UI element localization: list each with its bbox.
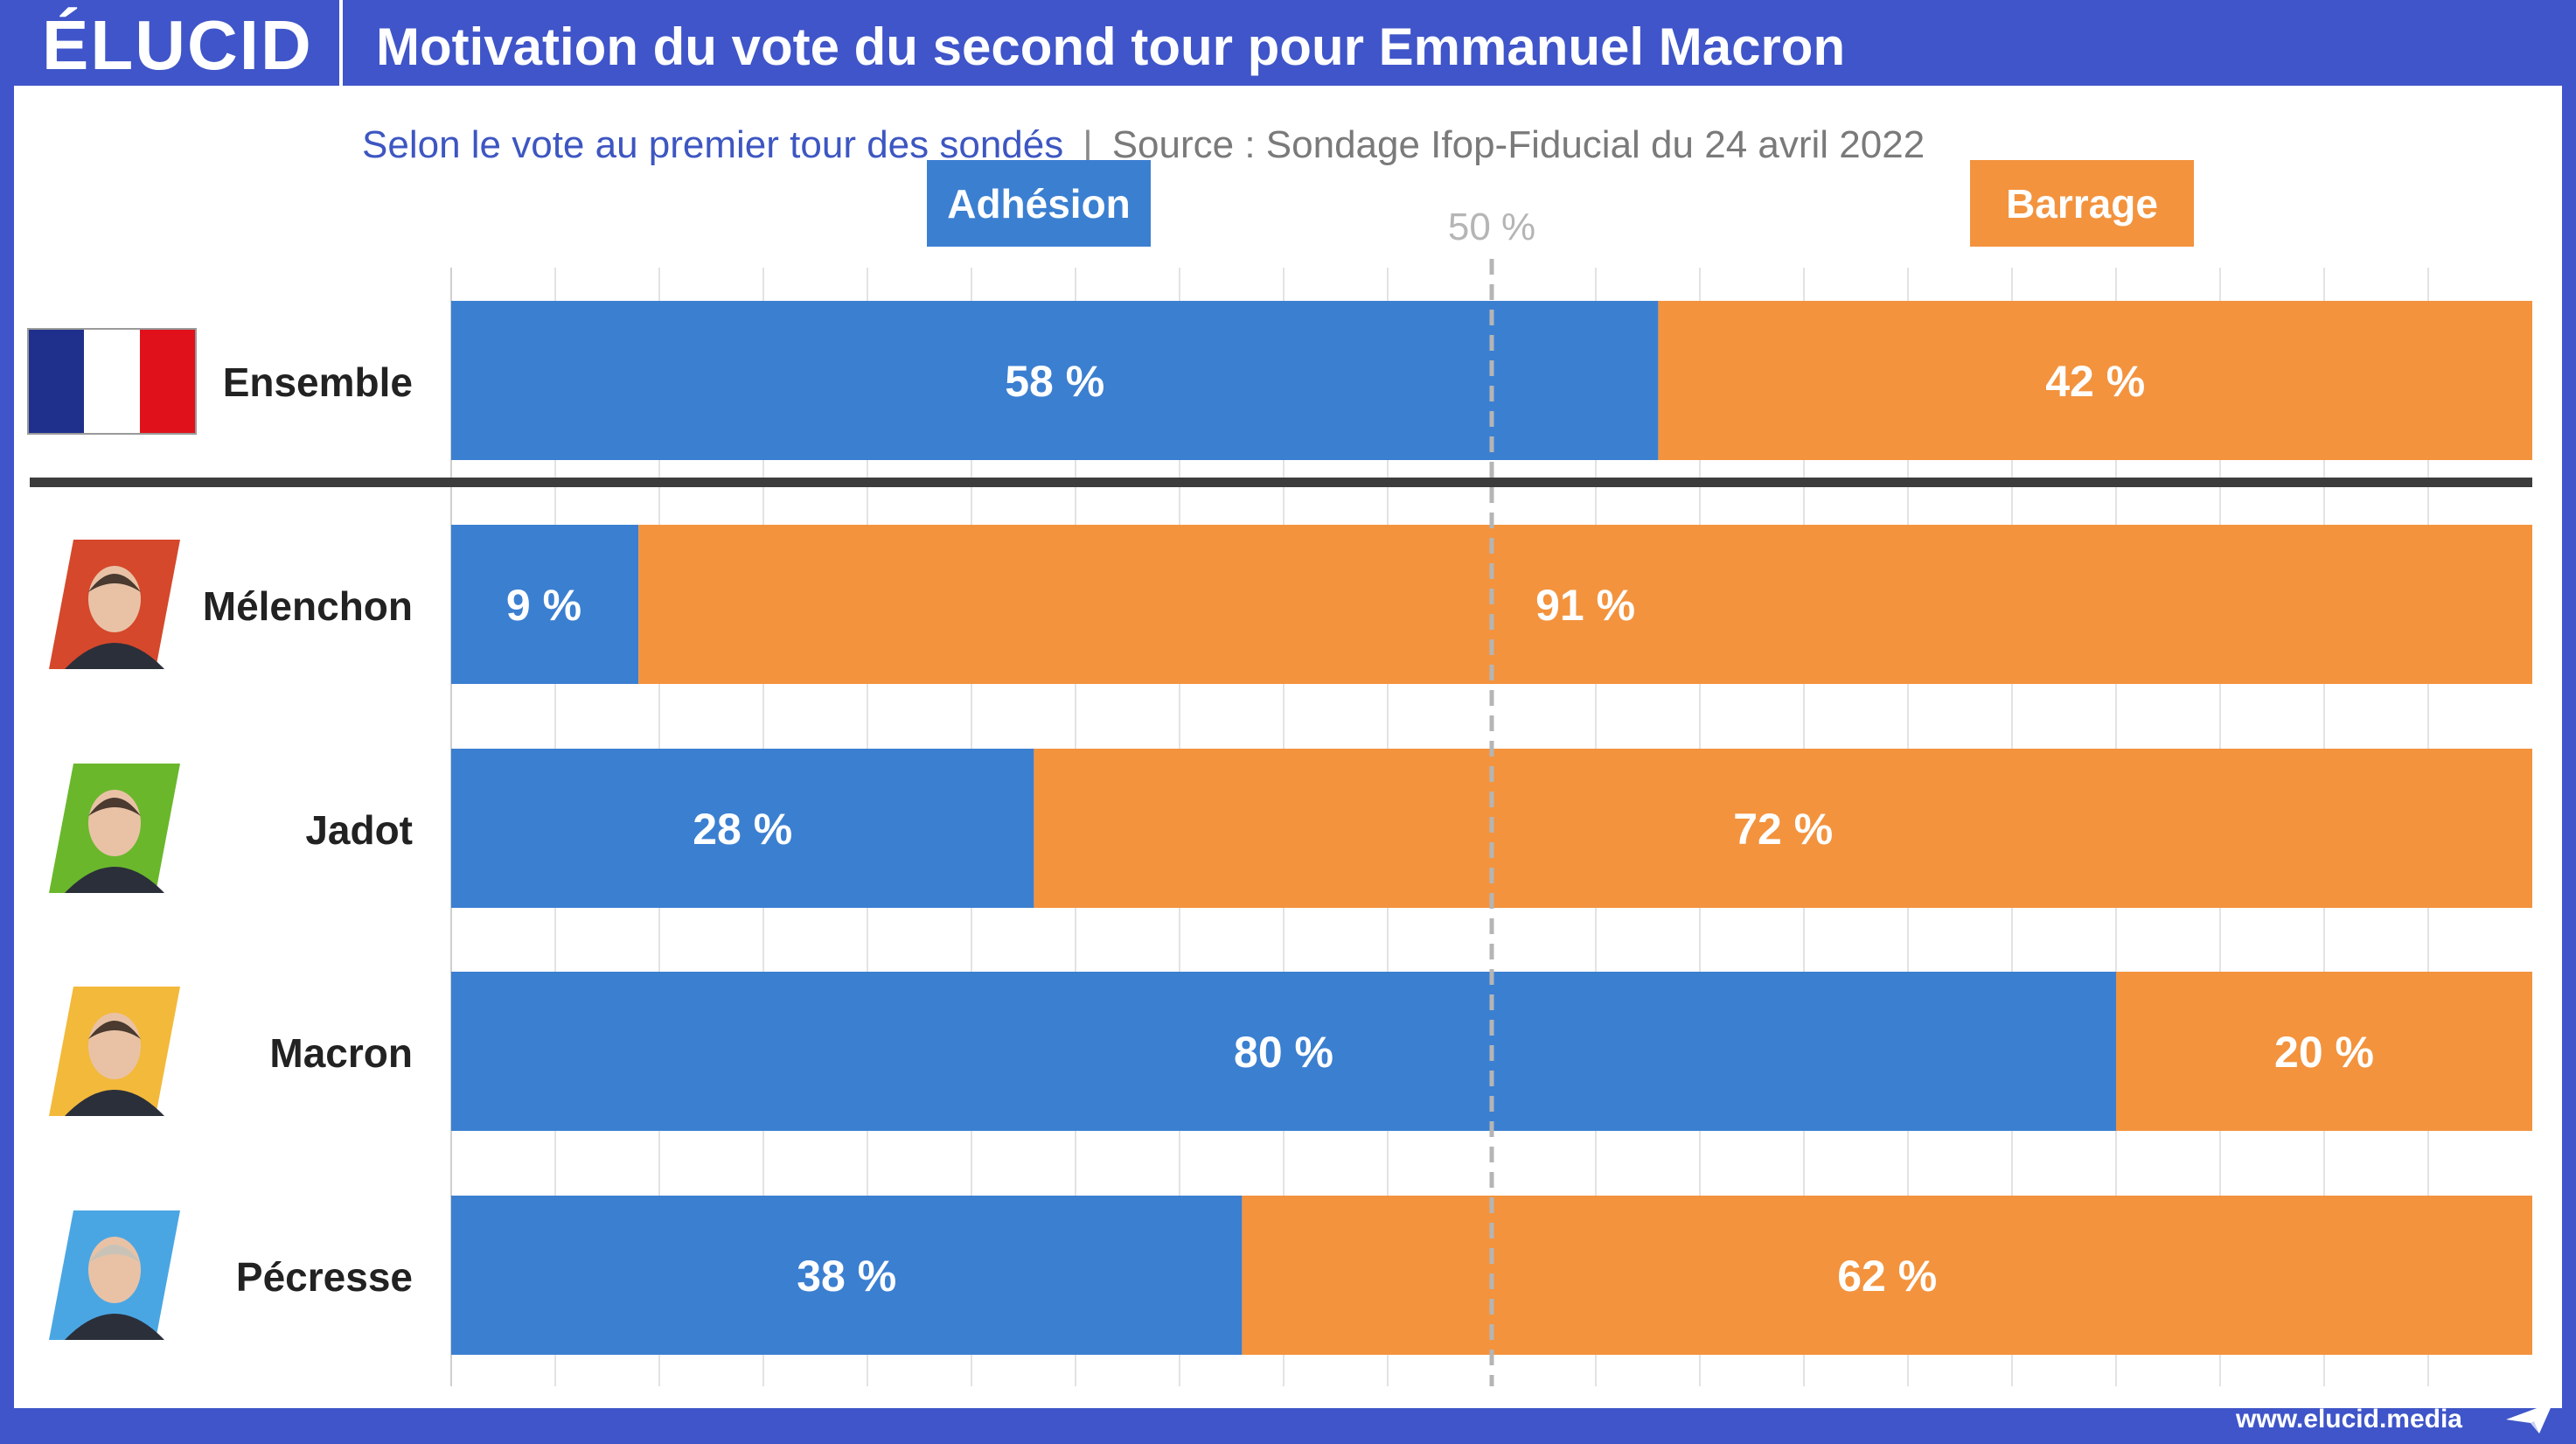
data-label-adhesion: 28 %	[693, 805, 792, 854]
legend-adhesion-box	[927, 160, 1151, 247]
melenchon-portrait-icon	[49, 540, 180, 669]
row-label: Macron	[269, 1030, 413, 1076]
brand-logo: ÉLUCID	[42, 6, 313, 84]
group-divider	[30, 478, 2532, 487]
legend-barrage-label: Barrage	[2006, 181, 2158, 227]
data-label-barrage: 91 %	[1535, 581, 1635, 630]
row-label: Pécresse	[235, 1254, 413, 1300]
row-label: Ensemble	[222, 359, 413, 405]
legend-adhesion-label: Adhésion	[947, 181, 1131, 227]
french-flag-icon	[27, 328, 197, 435]
subtitle-separator: |	[1083, 123, 1093, 166]
bar-adhesion	[451, 301, 1659, 460]
jadot-portrait-icon	[49, 764, 180, 893]
data-label-adhesion: 9 %	[506, 581, 581, 630]
bar-barrage	[638, 525, 2533, 684]
data-label-adhesion: 58 %	[1005, 357, 1104, 406]
data-label-barrage: 42 %	[2045, 357, 2145, 406]
data-label-barrage: 20 %	[2274, 1028, 2374, 1077]
pecresse-portrait-icon	[49, 1210, 180, 1340]
row-label: Jadot	[305, 807, 413, 853]
data-label-barrage: 72 %	[1733, 805, 1833, 854]
data-label-adhesion: 38 %	[797, 1252, 896, 1301]
bar-barrage	[1242, 1196, 2532, 1355]
bar-barrage	[2116, 972, 2532, 1131]
row-label: Mélenchon	[202, 583, 413, 629]
bar-adhesion	[451, 525, 639, 684]
bar-barrage	[1034, 749, 2532, 908]
reference-line-label: 50 %	[1448, 206, 1535, 248]
bar-barrage	[1658, 301, 2532, 460]
bar-adhesion	[451, 749, 1034, 908]
header-separator	[339, 0, 343, 86]
bar-adhesion	[451, 972, 2116, 1131]
data-label-adhesion: 80 %	[1234, 1028, 1333, 1077]
header-bar: ÉLUCID Motivation du vote du second tour…	[0, 0, 2576, 86]
subtitle-source: Source : Sondage Ifop-Fiducial du 24 avr…	[1111, 123, 1925, 166]
bar-adhesion	[451, 1196, 1243, 1355]
data-label-barrage: 62 %	[1837, 1252, 1937, 1301]
footer-url[interactable]: www.elucid.media	[2236, 1405, 2462, 1434]
legend-barrage-box	[1970, 160, 2194, 247]
chart-title: Motivation du vote du second tour pour E…	[376, 17, 1846, 76]
macron-portrait-icon	[49, 987, 180, 1116]
chart-subtitle: Selon le vote au premier tour des sondés…	[362, 122, 1925, 168]
subtitle-selection: Selon le vote au premier tour des sondés	[362, 123, 1064, 166]
paper-plane-icon	[2506, 1402, 2553, 1434]
